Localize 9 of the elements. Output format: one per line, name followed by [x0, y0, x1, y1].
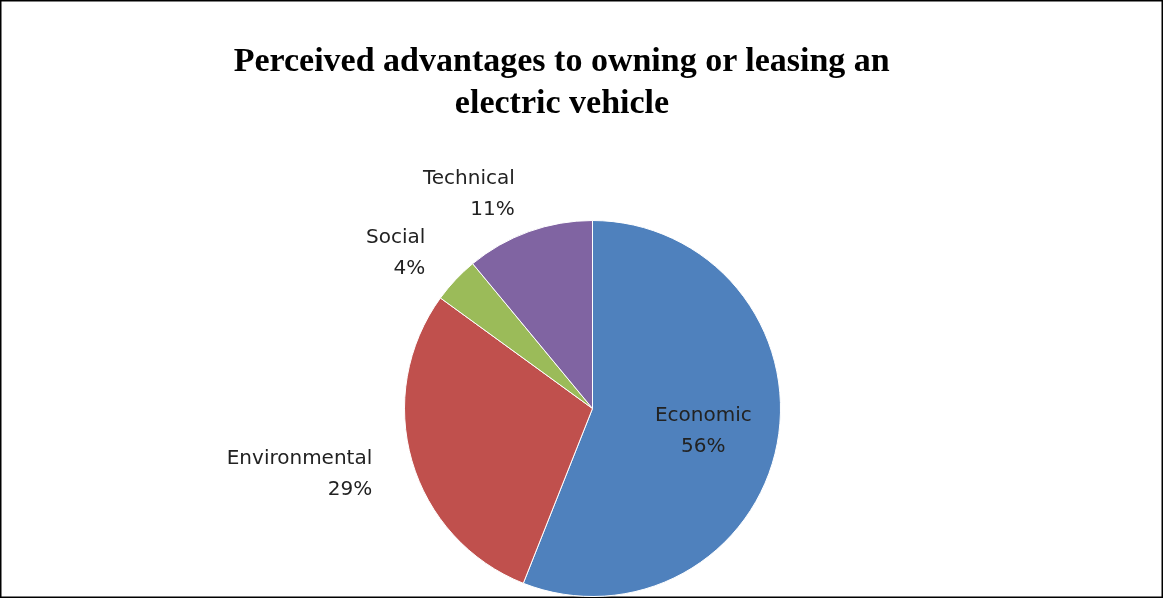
data-label: 11% — [470, 196, 515, 221]
chart-title: Perceived advantages to owning or leasing an electric vehicle — [233, 40, 890, 121]
slice-label: Technical — [421, 165, 515, 190]
slice-label: Social — [366, 223, 426, 248]
data-label: 56% — [681, 433, 726, 458]
data-label: 29% — [327, 476, 373, 501]
slice-label: Economic — [654, 402, 752, 427]
data-label: 4% — [393, 255, 426, 280]
slice-label: Environmental — [226, 444, 373, 469]
